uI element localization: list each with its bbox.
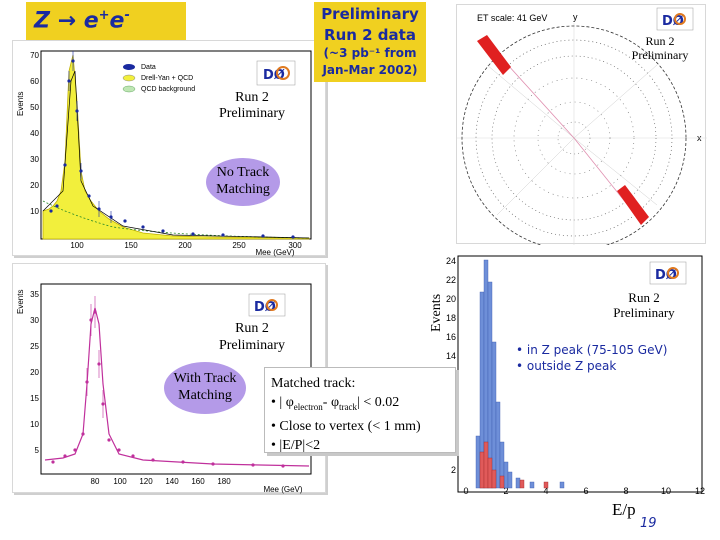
em-cluster-2: [617, 185, 649, 225]
x-tick: 300: [288, 241, 302, 250]
y-tick: 18: [446, 313, 456, 323]
y-tick: 70: [30, 51, 39, 60]
x-axis-title: Mee (GeV): [255, 248, 294, 257]
no-track-label: No Track Matching: [216, 165, 270, 197]
bottom-left-run-label: Run 2 Preliminary: [218, 321, 286, 353]
y-tick: 24: [446, 256, 456, 266]
top-left-plot-svg: Events 10 20 30 40 50 60 70 100 150 200 …: [16, 50, 312, 257]
fit-curve: [42, 70, 310, 239]
page-number: 19: [640, 516, 657, 531]
legend-outside-z-peak: • outside Z peak: [516, 359, 617, 373]
top-left-run-label: Run 2 Preliminary: [210, 90, 294, 122]
y-tick: 14: [446, 351, 456, 361]
svg-text:DØ: DØ: [263, 68, 285, 83]
x-tick: 100: [70, 241, 84, 250]
svg-text:DØ: DØ: [254, 300, 276, 315]
y-tick: 15: [30, 394, 39, 403]
y-tick: 5: [35, 446, 40, 455]
y-tick: 30: [30, 316, 39, 325]
legend-in-z-peak: • in Z peak (75-105 GeV): [516, 343, 668, 357]
y-tick: 30: [30, 155, 39, 164]
bottom-right-legend: • in Z peak (75-105 GeV) • outside Z pea…: [516, 342, 667, 374]
with-track-label: With Track Matching: [173, 371, 237, 403]
bottom-right-run-label: Run 2 Preliminary: [613, 290, 675, 320]
ep-axis-title: E/p: [612, 500, 636, 519]
y-tick: 20: [30, 181, 39, 190]
x-tick: 12: [695, 486, 705, 496]
y-tick: 25: [30, 342, 39, 351]
slide-title: Z → e+e-: [26, 2, 186, 42]
y-tick: 35: [30, 290, 39, 299]
svg-text:DØ: DØ: [655, 268, 677, 283]
x-tick: 140: [165, 477, 179, 486]
axis-y-label: y: [573, 12, 578, 22]
y-tick: 60: [30, 77, 39, 86]
legend-data: Data: [141, 64, 156, 71]
dzero-logo-icon: DØ: [649, 261, 687, 285]
y-tick: 10: [30, 420, 39, 429]
y-axis-title: Events: [429, 294, 444, 332]
y-tick: 22: [446, 275, 456, 285]
preliminary-box: Preliminary Run 2 data (~3 pb⁻¹ from Jan…: [314, 2, 426, 82]
matched-title: Matched track:: [271, 376, 356, 391]
event-display-run-label: Run 2 Preliminary: [631, 34, 689, 62]
x-tick: 200: [178, 241, 192, 250]
matched-vertex-cut: • Close to vertex (< 1 mm): [271, 418, 421, 434]
matched-track-box: Matched track: • | φelectron- φtrack| < …: [264, 367, 456, 453]
x-tick: 250: [232, 241, 246, 250]
y-axis-title: Events: [16, 290, 25, 314]
dzero-logo-icon: DØ: [248, 293, 286, 317]
legend-qcd: QCD background: [141, 86, 195, 93]
event-display: ET scale: 41 GeV y x DØ: [456, 4, 707, 251]
x-tick: 10: [661, 486, 671, 496]
x-tick: 0: [463, 486, 468, 496]
svg-text:DØ: DØ: [662, 14, 684, 29]
et-scale-label: ET scale: 41 GeV: [477, 13, 547, 23]
x-tick: 4: [543, 486, 548, 496]
x-tick: 6: [583, 486, 588, 496]
matched-ep-cut: • |E/P|<2: [271, 437, 321, 453]
drell-yan-histogram: [42, 54, 310, 240]
y-tick: 50: [30, 103, 39, 112]
with-track-bubble: [164, 362, 246, 414]
outside-z-peak-histogram: [479, 441, 549, 489]
y-tick: 2: [451, 465, 456, 475]
x-tick: 160: [191, 477, 205, 486]
matched-phi-cut: • | φelectron- φtrack| < 0.02: [271, 395, 400, 412]
no-track-bubble: [206, 158, 280, 206]
x-tick: 8: [623, 486, 628, 496]
x-tick: 180: [217, 477, 231, 486]
in-z-peak-histogram: [475, 259, 565, 489]
x-tick: 80: [91, 477, 100, 486]
x-tick: 100: [113, 477, 127, 486]
y-tick: 20: [30, 368, 39, 377]
x-tick: 120: [139, 477, 153, 486]
bottom-left-plot-svg: Events 5 10 15 20 25 30 35 80 100 120 14…: [16, 283, 312, 494]
y-tick: 40: [30, 129, 39, 138]
top-left-plot: Events 10 20 30 40 50 60 70 100 150 200 …: [12, 40, 326, 257]
x-axis-title: Mee (GeV): [263, 485, 302, 494]
em-cluster-1: [477, 35, 511, 75]
legend-drell-yan: Drell-Yan + QCD: [141, 75, 193, 82]
y-tick: 20: [446, 294, 456, 304]
dzero-logo-icon: DØ: [256, 60, 296, 86]
x-tick: 2: [503, 486, 508, 496]
x-tick: 150: [124, 241, 138, 250]
dzero-logo-icon: DØ: [656, 7, 694, 31]
y-tick: 16: [446, 332, 456, 342]
y-axis-title: Events: [16, 92, 25, 116]
y-tick: 10: [30, 207, 39, 216]
